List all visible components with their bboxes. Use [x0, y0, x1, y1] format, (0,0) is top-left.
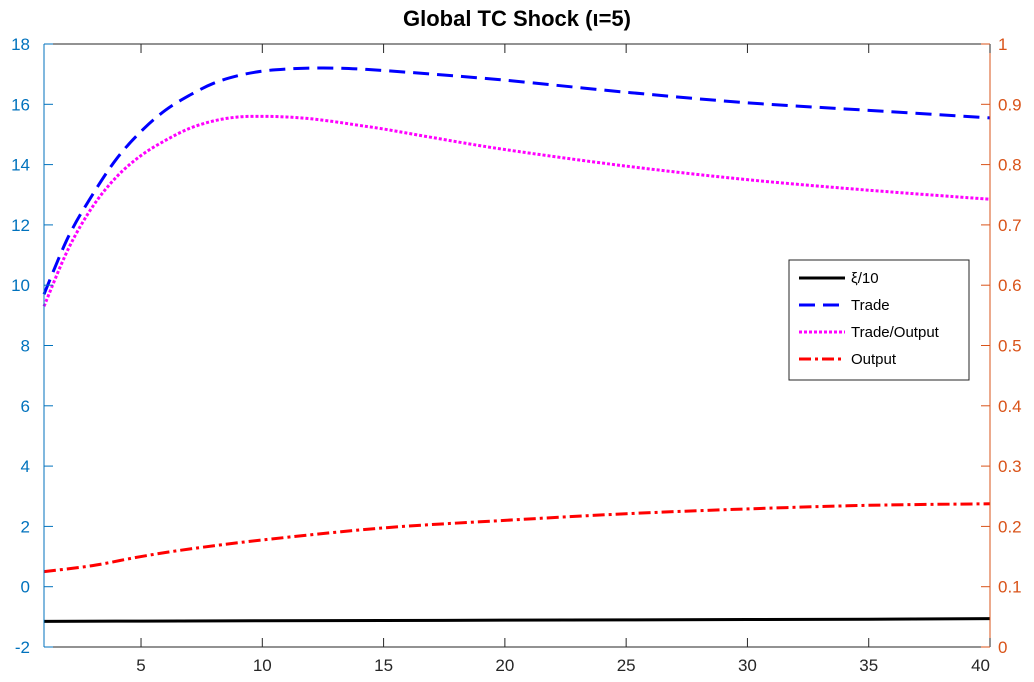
x-tick-label-2: 15	[374, 656, 393, 675]
y2-tick-label-0: 0	[998, 638, 1007, 657]
y2-tick-label-2: 0.2	[998, 517, 1022, 536]
legend: ξ/10 Trade Trade/Output Output	[788, 259, 970, 381]
y-tick-label-10: 18	[11, 35, 30, 54]
x-tick-label-0: 5	[136, 656, 145, 675]
series-layer	[42, 66, 991, 623]
y2-tick-label-5: 0.5	[998, 337, 1022, 356]
series-line-0	[43, 617, 991, 623]
x-tick-label-4: 25	[617, 656, 636, 675]
y-tick-label-8: 14	[11, 156, 30, 175]
y-tick-label-4: 6	[21, 397, 30, 416]
y-tick-label-6: 10	[11, 276, 30, 295]
y2-tick-label-1: 0.1	[998, 578, 1022, 597]
legend-label-3: Output	[851, 351, 897, 368]
y2-tick-label-6: 0.6	[998, 276, 1022, 295]
y-tick-label-9: 16	[11, 95, 30, 114]
y2-tick-label-10: 1	[998, 35, 1007, 54]
y-tick-label-3: 4	[21, 457, 30, 476]
x-tick-label-5: 30	[738, 656, 757, 675]
x-tick-label-1: 10	[253, 656, 272, 675]
y-tick-label-7: 12	[11, 216, 30, 235]
x-tick-label-6: 35	[859, 656, 878, 675]
y2-tick-label-9: 0.9	[998, 95, 1022, 114]
series-line-1	[42, 66, 991, 295]
y-tick-label-0: -2	[15, 638, 30, 657]
chart-title: Global TC Shock (ι=5)	[403, 6, 631, 31]
legend-label-1: Trade	[851, 297, 890, 314]
y-tick-label-2: 2	[21, 517, 30, 536]
y2-tick-label-7: 0.7	[998, 216, 1022, 235]
y-tick-label-5: 8	[21, 337, 30, 356]
y2-tick-label-4: 0.4	[998, 397, 1022, 416]
y2-tick-label-3: 0.3	[998, 457, 1022, 476]
legend-label-0: ξ/10	[851, 270, 879, 287]
y-tick-label-1: 0	[21, 578, 30, 597]
axes-layer: 5 10 15 20 25 30 35 40 -2 0 2 4 6 8 10 12 14 16 18 0 0.1 0.2 0…	[11, 35, 1022, 675]
legend-box	[788, 259, 970, 381]
x-tick-label-7: 40	[971, 656, 990, 675]
x-tick-label-3: 20	[495, 656, 514, 675]
y2-tick-label-8: 0.8	[998, 156, 1022, 175]
series-line-3	[43, 502, 991, 574]
series-line-2	[42, 114, 991, 307]
legend-label-2: Trade/Output	[851, 324, 940, 341]
